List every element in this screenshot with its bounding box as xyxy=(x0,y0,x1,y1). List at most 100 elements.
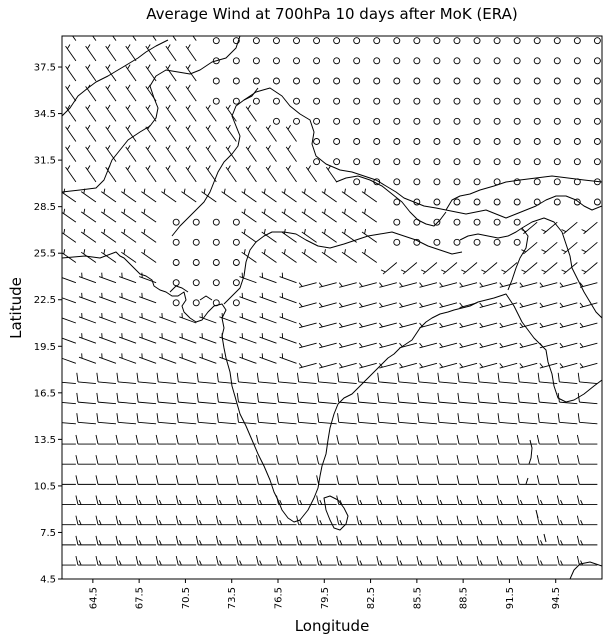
wind-barb xyxy=(241,188,257,203)
wind-barb xyxy=(316,434,337,445)
calm-wind-circle xyxy=(573,198,581,206)
wind-barb xyxy=(457,372,478,384)
calm-wind-circle xyxy=(232,77,240,85)
calm-wind-circle xyxy=(593,77,601,85)
x-tick-label: 82.5 xyxy=(366,587,377,609)
wind-barb xyxy=(65,124,77,142)
wind-barb xyxy=(499,342,518,349)
calm-wind-circle xyxy=(212,57,220,65)
wind-barb xyxy=(92,36,97,41)
wind-barb xyxy=(256,495,277,505)
wind-barb xyxy=(285,124,297,142)
wind-barb xyxy=(519,342,538,349)
calm-wind-circle xyxy=(413,198,421,206)
wind-barb xyxy=(536,515,558,526)
wind-barb xyxy=(561,241,578,255)
calm-wind-circle xyxy=(172,299,180,307)
x-axis: 64.5 67.5 70.5 73.5 76.5 79.5 82.5 85.5 88.5 91.5… xyxy=(88,579,562,609)
wind-barb xyxy=(235,495,257,505)
wind-barb xyxy=(175,555,197,566)
calm-wind-circle xyxy=(232,97,240,105)
wind-barb xyxy=(496,515,518,526)
wind-barb xyxy=(380,262,398,275)
wind-barb xyxy=(321,249,337,263)
wind-barb xyxy=(336,495,357,505)
calm-wind-circle xyxy=(593,178,601,186)
calm-wind-circle xyxy=(533,198,541,206)
calm-wind-circle xyxy=(212,259,220,266)
calm-wind-circle xyxy=(493,57,501,65)
calm-wind-circle xyxy=(252,97,260,105)
wind-barb xyxy=(436,455,457,465)
wind-barb xyxy=(281,208,297,223)
wind-barb xyxy=(576,535,598,546)
wind-barb xyxy=(301,208,317,223)
wind-barb xyxy=(559,282,578,288)
wind-barb xyxy=(561,262,578,275)
wind-barb xyxy=(337,413,357,425)
wind-barb xyxy=(301,249,317,263)
wind-barb xyxy=(195,515,217,526)
wind-barb xyxy=(276,455,297,465)
wind-barb xyxy=(356,495,377,505)
wind-barb xyxy=(76,372,96,384)
wind-barb xyxy=(155,515,177,526)
wind-barb xyxy=(125,104,137,122)
wind-barb xyxy=(155,455,177,465)
wind-barb xyxy=(85,145,97,162)
calm-wind-circle xyxy=(353,37,361,45)
wind-barb xyxy=(175,495,197,505)
x-tick-label: 88.5 xyxy=(459,587,470,609)
wind-barb xyxy=(436,535,457,546)
wind-barb xyxy=(95,495,116,505)
wind-barb xyxy=(459,282,478,288)
calm-wind-circle xyxy=(393,57,401,65)
calm-wind-circle xyxy=(433,178,441,186)
wind-barb xyxy=(356,455,377,465)
wind-barb xyxy=(399,322,417,329)
calm-wind-circle xyxy=(533,178,541,186)
wind-barb xyxy=(541,262,558,275)
wind-barb xyxy=(241,228,257,243)
wind-barb xyxy=(100,188,117,203)
calm-wind-circle xyxy=(172,279,180,287)
wind-barb xyxy=(62,504,76,505)
calm-wind-circle xyxy=(513,218,521,226)
wind-barb xyxy=(361,228,378,243)
calm-wind-circle xyxy=(353,117,361,125)
wind-barb xyxy=(557,413,578,425)
wind-barb xyxy=(476,434,498,445)
wind-barb xyxy=(136,372,157,384)
wind-barb xyxy=(296,535,317,546)
wind-barb xyxy=(537,413,558,425)
wind-barb xyxy=(276,555,297,566)
wind-barb xyxy=(279,333,297,344)
calm-wind-circle xyxy=(453,218,461,226)
border-pakistan-india xyxy=(171,87,259,237)
wind-barb xyxy=(80,188,97,203)
wind-barb xyxy=(105,84,117,102)
wind-barb xyxy=(279,272,297,284)
wind-barb xyxy=(179,353,197,364)
calm-wind-circle xyxy=(313,117,321,125)
coastline-arabian-sea xyxy=(62,251,602,523)
y-tick-label: 13.5 xyxy=(34,435,56,446)
wind-barb xyxy=(115,455,137,465)
calm-wind-circle xyxy=(393,238,401,246)
wind-barb xyxy=(397,372,417,384)
wind-barb xyxy=(301,188,317,203)
wind-barb xyxy=(141,208,157,223)
wind-barb xyxy=(376,535,397,546)
wind-barb xyxy=(325,165,337,183)
calm-wind-circle xyxy=(313,138,321,145)
calm-wind-circle xyxy=(273,37,280,45)
wind-barb xyxy=(165,124,177,142)
wind-barb xyxy=(436,434,457,445)
wind-barb xyxy=(341,249,357,263)
calm-wind-circle xyxy=(513,198,521,206)
wind-barb xyxy=(499,302,518,308)
wind-barb xyxy=(105,165,117,183)
wind-barb xyxy=(256,372,277,384)
calm-wind-circle xyxy=(273,77,280,85)
wind-barb xyxy=(317,372,337,384)
